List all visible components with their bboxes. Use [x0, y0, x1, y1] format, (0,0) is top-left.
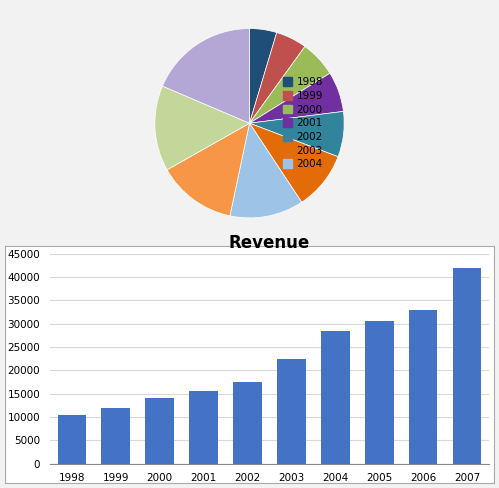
Wedge shape: [250, 28, 277, 123]
Bar: [101, 407, 130, 464]
Bar: [409, 310, 438, 464]
Wedge shape: [167, 123, 250, 216]
Bar: [365, 322, 394, 464]
Bar: [277, 359, 306, 464]
Wedge shape: [155, 86, 250, 170]
Wedge shape: [250, 46, 330, 123]
Wedge shape: [250, 123, 338, 202]
Bar: [189, 391, 218, 464]
Wedge shape: [250, 73, 343, 123]
Wedge shape: [250, 33, 305, 123]
Wedge shape: [250, 111, 344, 157]
Bar: [233, 382, 262, 464]
Bar: [57, 415, 86, 464]
Bar: [321, 331, 350, 464]
Wedge shape: [162, 28, 250, 123]
Legend: 1998, 1999, 2000, 2001, 2002, 2003, 2004: 1998, 1999, 2000, 2001, 2002, 2003, 2004: [283, 77, 323, 169]
Wedge shape: [230, 123, 302, 218]
Bar: [453, 268, 482, 464]
Bar: [145, 398, 174, 464]
Title: Revenue: Revenue: [229, 234, 310, 252]
